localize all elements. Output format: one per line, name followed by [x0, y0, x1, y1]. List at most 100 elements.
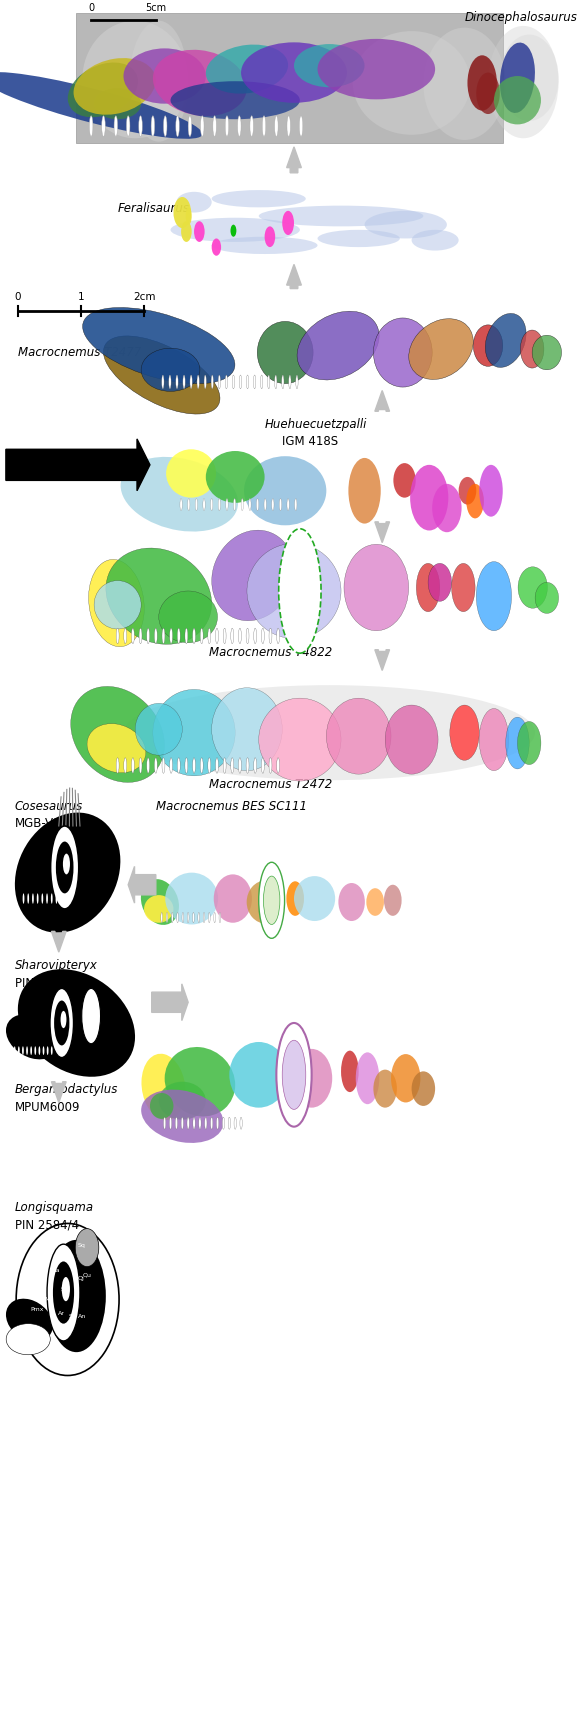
- Ellipse shape: [46, 893, 48, 904]
- Ellipse shape: [41, 893, 44, 904]
- Ellipse shape: [141, 1090, 223, 1142]
- Ellipse shape: [181, 1118, 183, 1130]
- FancyArrow shape: [375, 650, 389, 670]
- Text: An: An: [78, 1315, 86, 1318]
- Ellipse shape: [261, 629, 265, 645]
- Ellipse shape: [190, 375, 192, 389]
- FancyBboxPatch shape: [76, 14, 503, 143]
- Ellipse shape: [494, 76, 541, 124]
- Ellipse shape: [129, 21, 188, 142]
- Ellipse shape: [240, 1118, 242, 1130]
- Ellipse shape: [467, 55, 497, 111]
- Ellipse shape: [132, 757, 134, 772]
- Ellipse shape: [520, 330, 544, 368]
- Ellipse shape: [254, 757, 257, 772]
- Ellipse shape: [177, 912, 179, 923]
- Ellipse shape: [163, 116, 167, 137]
- Ellipse shape: [166, 449, 216, 498]
- Ellipse shape: [153, 50, 247, 116]
- Ellipse shape: [159, 591, 218, 643]
- Ellipse shape: [154, 757, 158, 772]
- Ellipse shape: [206, 451, 265, 503]
- Text: Sa: Sa: [69, 1315, 77, 1318]
- Ellipse shape: [204, 375, 206, 389]
- Ellipse shape: [269, 757, 272, 772]
- Ellipse shape: [428, 563, 452, 601]
- Ellipse shape: [265, 226, 275, 247]
- Text: Qu: Qu: [82, 1274, 92, 1277]
- Ellipse shape: [473, 325, 503, 366]
- Ellipse shape: [517, 722, 541, 766]
- Ellipse shape: [249, 499, 251, 511]
- Ellipse shape: [233, 499, 236, 511]
- Text: Macrocnemus BES SC111: Macrocnemus BES SC111: [156, 800, 307, 814]
- Ellipse shape: [241, 43, 347, 104]
- Ellipse shape: [170, 757, 173, 772]
- Ellipse shape: [213, 116, 216, 137]
- Text: Po: Po: [68, 1237, 75, 1241]
- Ellipse shape: [141, 349, 200, 391]
- Ellipse shape: [282, 375, 284, 389]
- Ellipse shape: [176, 116, 179, 137]
- Ellipse shape: [82, 308, 235, 384]
- Circle shape: [56, 842, 74, 893]
- Ellipse shape: [286, 881, 304, 916]
- Ellipse shape: [218, 499, 220, 511]
- Ellipse shape: [289, 375, 291, 389]
- Ellipse shape: [171, 81, 300, 119]
- Text: Na: Na: [51, 1268, 59, 1272]
- FancyArrow shape: [286, 147, 301, 173]
- Ellipse shape: [116, 757, 119, 772]
- Ellipse shape: [51, 893, 53, 904]
- Text: 5cm: 5cm: [145, 3, 166, 12]
- Ellipse shape: [166, 912, 168, 923]
- Ellipse shape: [195, 499, 198, 511]
- Ellipse shape: [479, 465, 503, 517]
- Ellipse shape: [232, 375, 235, 389]
- Ellipse shape: [89, 560, 144, 646]
- Ellipse shape: [506, 717, 529, 769]
- Ellipse shape: [222, 1118, 225, 1130]
- Ellipse shape: [114, 116, 118, 137]
- Ellipse shape: [253, 375, 256, 389]
- Ellipse shape: [344, 544, 409, 631]
- Ellipse shape: [410, 465, 448, 530]
- Ellipse shape: [479, 708, 509, 771]
- Ellipse shape: [141, 880, 179, 924]
- Ellipse shape: [123, 686, 535, 781]
- Text: PIN 2584/8: PIN 2584/8: [15, 976, 79, 990]
- Ellipse shape: [228, 1118, 230, 1130]
- Ellipse shape: [34, 1045, 36, 1054]
- Text: Feralisaurus: Feralisaurus: [118, 202, 189, 216]
- Ellipse shape: [275, 116, 278, 137]
- Ellipse shape: [169, 375, 171, 389]
- Ellipse shape: [18, 969, 135, 1077]
- Ellipse shape: [173, 197, 191, 228]
- Ellipse shape: [223, 757, 226, 772]
- Ellipse shape: [176, 192, 212, 213]
- Ellipse shape: [219, 912, 221, 923]
- Text: Sq: Sq: [77, 1244, 85, 1248]
- Ellipse shape: [409, 318, 473, 380]
- Ellipse shape: [193, 1118, 195, 1130]
- Ellipse shape: [6, 1299, 53, 1341]
- Ellipse shape: [348, 458, 381, 524]
- Ellipse shape: [366, 888, 384, 916]
- Ellipse shape: [182, 912, 183, 923]
- Circle shape: [63, 854, 70, 874]
- Ellipse shape: [0, 73, 202, 138]
- Ellipse shape: [165, 873, 218, 924]
- Ellipse shape: [275, 375, 277, 389]
- Ellipse shape: [39, 1045, 40, 1054]
- Ellipse shape: [26, 1045, 28, 1054]
- Ellipse shape: [318, 40, 435, 100]
- Ellipse shape: [212, 688, 282, 771]
- Ellipse shape: [199, 1118, 201, 1130]
- Ellipse shape: [296, 375, 298, 389]
- Ellipse shape: [185, 629, 188, 645]
- Ellipse shape: [150, 1094, 173, 1120]
- Circle shape: [61, 1011, 66, 1028]
- Ellipse shape: [318, 230, 400, 247]
- Ellipse shape: [103, 335, 220, 415]
- Ellipse shape: [206, 45, 288, 93]
